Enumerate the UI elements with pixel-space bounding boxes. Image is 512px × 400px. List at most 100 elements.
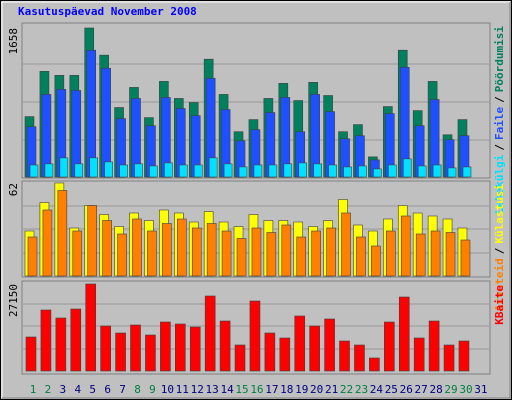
bar [358,165,367,178]
bar [115,332,126,372]
legend-entry: Pöördumisi [493,26,506,93]
x-tick-label: 23 [355,383,368,396]
x-tick-label: 16 [250,383,263,396]
bar [223,163,233,178]
bar [234,344,246,372]
bar [145,334,156,372]
bar [413,337,425,372]
bar [313,163,322,178]
x-tick-label: 31 [474,383,487,396]
bar [57,190,68,277]
bar [134,163,143,178]
x-tick-label: 9 [149,383,156,396]
bar [388,164,397,178]
chart-title: Kasutuspäevad November 2008 [18,5,197,18]
x-tick-label: 8 [134,383,141,396]
x-tick-label: 2 [45,383,52,396]
x-tick-label: 30 [459,383,472,396]
bar [100,325,111,372]
legend-separator: / [493,247,506,254]
bar [343,166,352,178]
y-tick-label: 27150 [7,284,20,317]
bar [415,233,426,277]
bar [132,218,142,277]
bar [130,324,141,372]
bar [208,157,218,178]
legend-entry: Arvuteid [493,258,506,311]
x-tick-label: 29 [444,383,457,396]
bar [87,205,98,277]
x-tick-label: 15 [235,383,248,396]
bar [398,296,410,372]
x-tick-label: 17 [265,383,278,396]
bar [326,227,336,277]
bar [428,320,440,372]
bar [119,164,128,178]
bar [324,318,335,372]
bar [101,67,111,178]
bar [371,245,381,277]
y-tick-label: 62 [7,183,20,196]
bar [29,164,39,178]
bar [89,157,99,178]
bar [160,321,171,372]
bar [402,158,412,178]
bar [40,309,52,372]
bar [72,230,83,277]
bar [85,283,97,372]
bar [462,166,472,178]
bar [268,164,278,178]
bar [298,162,308,178]
legend-entry: Külastusi [493,184,506,244]
x-tick-label: 5 [89,383,96,396]
y-tick-label: 1658 [7,28,20,55]
x-tick-label: 25 [385,383,398,396]
bar [296,236,307,277]
bar [432,164,442,178]
bar [162,223,172,277]
bar [354,344,365,372]
bar [266,232,277,277]
bar [175,323,186,372]
bar [44,163,54,178]
bar [164,162,173,178]
bar [328,164,337,178]
bar [251,227,262,277]
x-tick-label: 3 [60,383,67,396]
x-tick-label: 1 [30,383,37,396]
bar [177,218,187,277]
bar [42,209,53,277]
bar [206,223,217,277]
bar [369,357,380,372]
bar [356,236,366,277]
legend-entry: Lehekülgi [493,154,506,214]
bar [417,165,427,178]
bar [430,230,441,277]
bar [219,320,231,372]
bar [149,165,158,178]
x-tick-label: 24 [370,383,384,396]
bar [25,336,37,372]
bar [283,163,293,178]
bar [74,163,84,178]
legend: Lehekülgi / Faile / Pöördumisi [493,26,506,215]
bar [236,238,247,277]
x-tick-label: 28 [429,383,442,396]
x-tick-label: 18 [280,383,293,396]
x-tick-label: 7 [119,383,126,396]
x-tick-label: 10 [161,383,174,396]
bar [102,220,112,277]
bar [264,332,276,372]
bar [400,215,411,277]
x-tick-label: 12 [191,383,204,396]
bar [339,340,350,372]
x-tick-label: 21 [325,383,338,396]
bar [249,300,261,372]
bar [386,230,396,277]
bar [193,164,203,178]
bar [104,161,113,178]
x-tick-label: 6 [104,383,111,396]
bar [204,295,216,372]
